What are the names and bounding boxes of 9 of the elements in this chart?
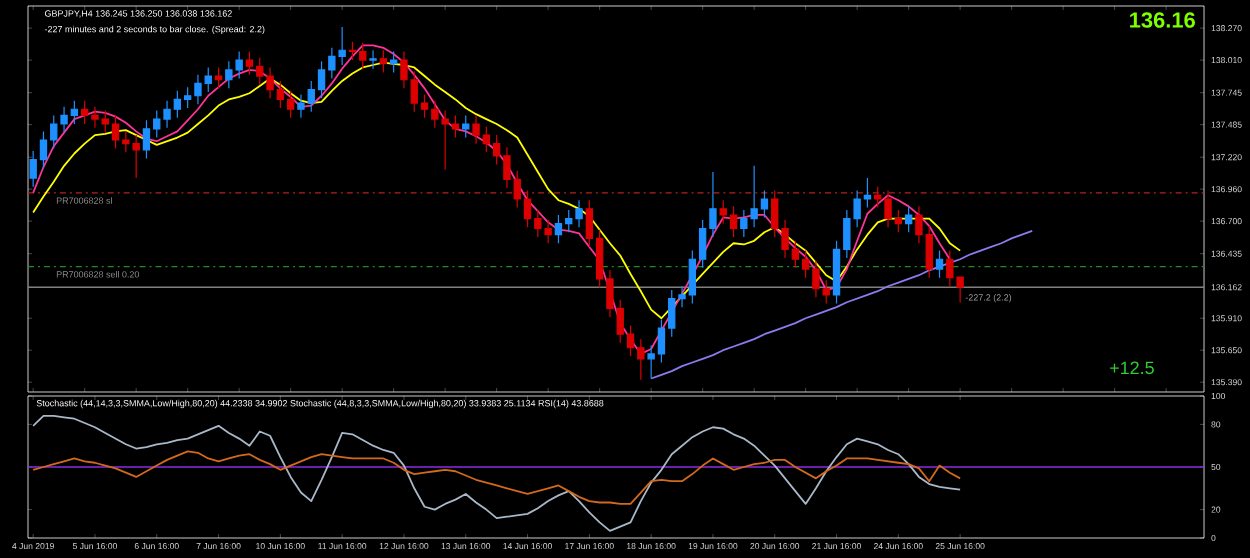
- candlestick: [369, 49, 377, 70]
- candlestick: [462, 114, 470, 139]
- text: +12.5: [1110, 361, 1154, 375]
- text: 136.16: [1130, 12, 1195, 28]
- candlestick: [935, 250, 944, 279]
- candlestick: [379, 49, 388, 73]
- candlestick: [904, 205, 913, 233]
- candlestick: [389, 50, 398, 73]
- candlestick: [214, 66, 223, 89]
